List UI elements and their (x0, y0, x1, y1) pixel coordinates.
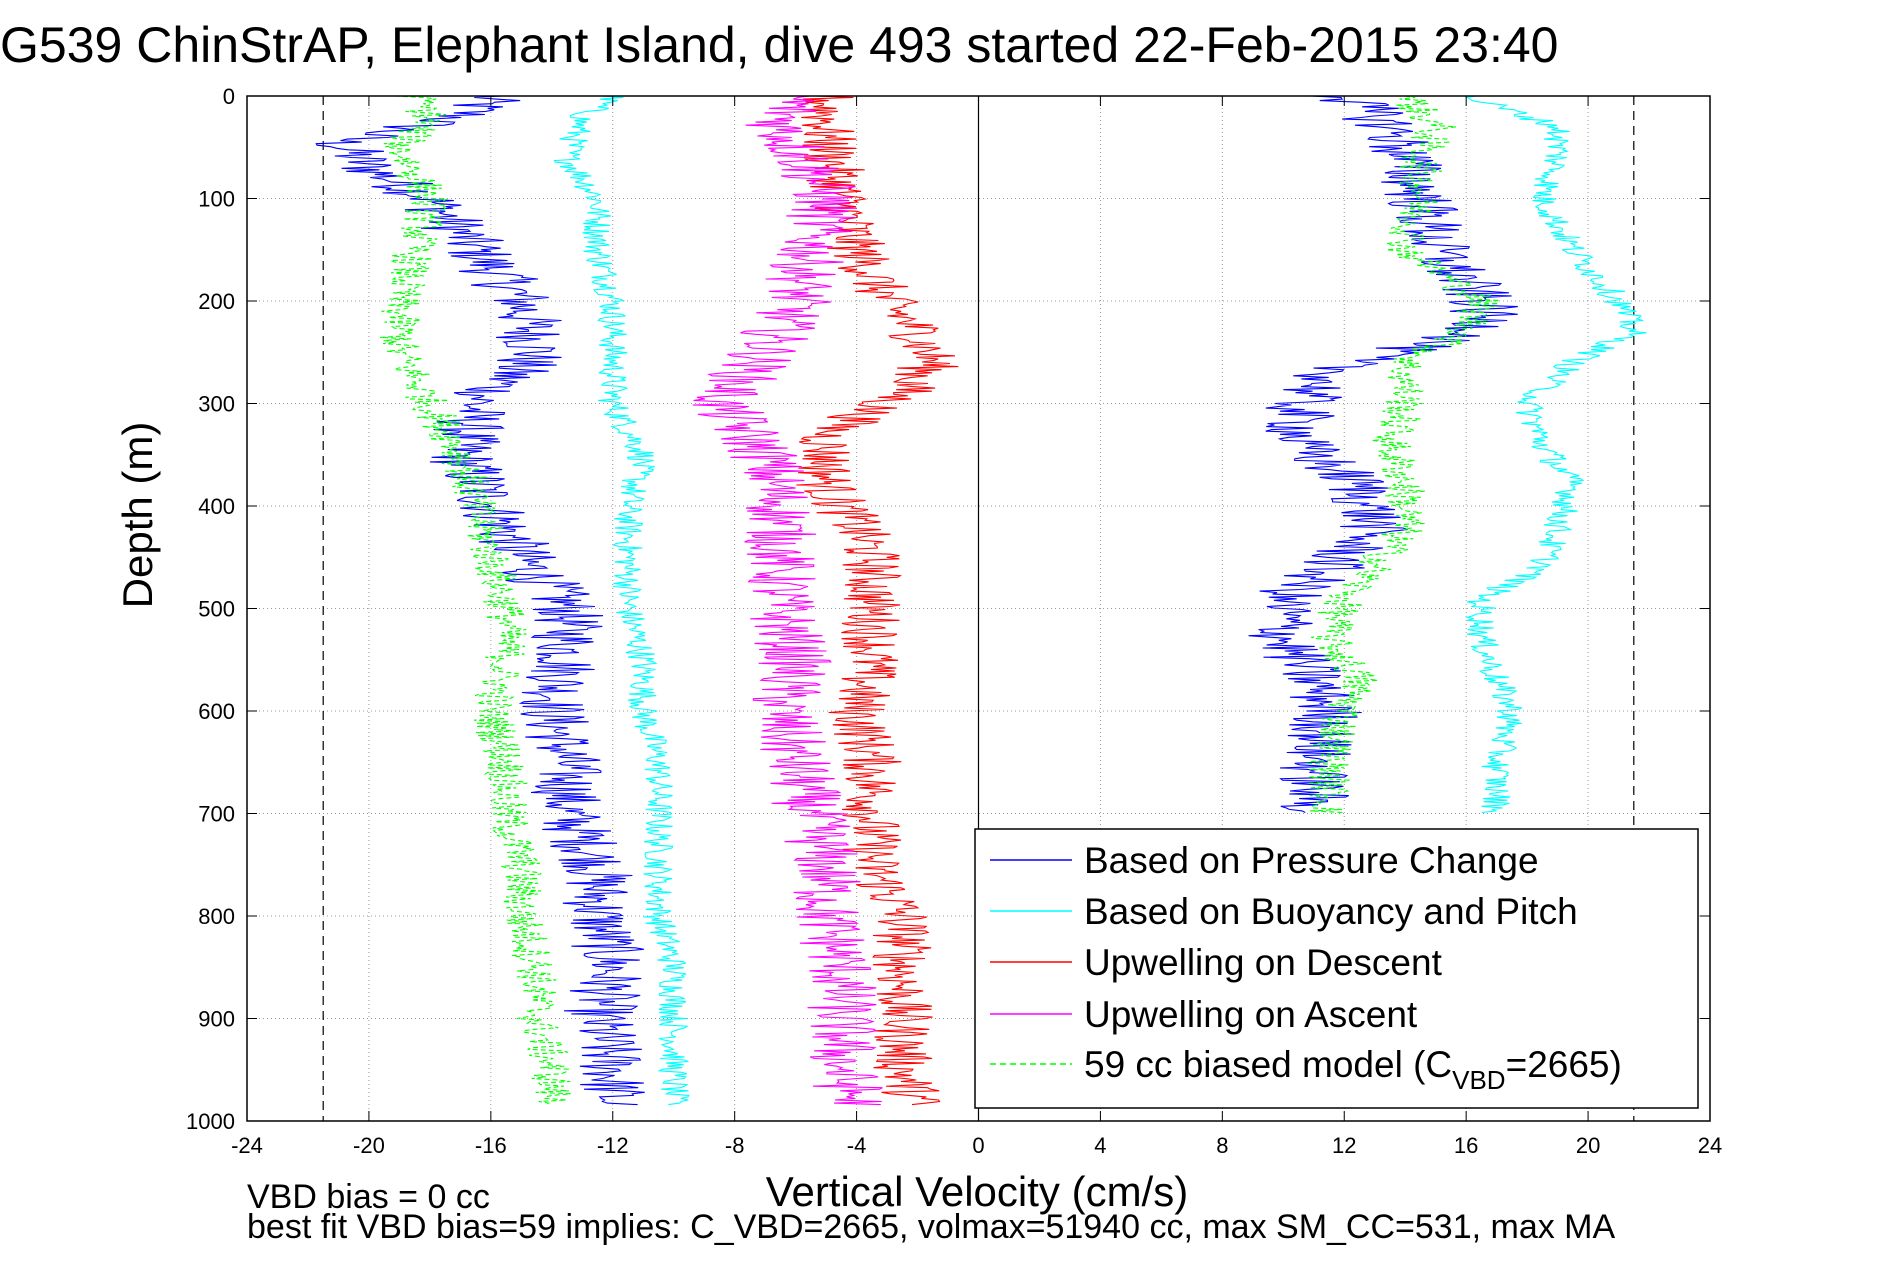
y-tick-label: 200 (198, 289, 235, 314)
y-tick-label: 700 (198, 802, 235, 827)
x-tick-label: 0 (972, 1133, 984, 1158)
y-tick-label: 400 (198, 494, 235, 519)
series-line (553, 95, 690, 1106)
series-line (1248, 95, 1518, 813)
y-tick-label: 1000 (186, 1109, 235, 1134)
x-tick-label: -20 (353, 1133, 385, 1158)
series-line (692, 95, 883, 1106)
x-axis-label: Vertical Velocity (cm/s) (766, 1168, 1188, 1215)
y-tick-label: 300 (198, 392, 235, 417)
best-fit-note: best fit VBD bias=59 implies: C_VBD=2665… (247, 1208, 1616, 1246)
y-tick-label: 800 (198, 904, 235, 929)
x-tick-label: 16 (1454, 1133, 1478, 1158)
y-axis-label: Depth (m) (114, 422, 161, 609)
y-tick-label: 0 (223, 84, 235, 109)
legend: Based on Pressure Change Based on Buoyanc… (974, 828, 1699, 1109)
legend-box (974, 828, 1699, 1109)
y-tick-label: 500 (198, 597, 235, 622)
legend-label: Upwelling on Descent (1084, 942, 1443, 983)
x-tick-label: -8 (725, 1133, 745, 1158)
vbd-bias-note: VBD bias = 0 cc (247, 1178, 490, 1216)
x-tick-label: 24 (1698, 1133, 1722, 1158)
y-tick-label: 600 (198, 699, 235, 724)
x-tick-label: 12 (1332, 1133, 1356, 1158)
series-line (379, 95, 571, 1106)
chart-title: G539 ChinStrAP, Elephant Island, dive 49… (0, 17, 1558, 73)
series-line (315, 95, 645, 1106)
ticks: -24 -20 -16 -12 -8 -4 0 4 8 12 16 20 24 0 100 200 300 400… (186, 84, 1722, 1158)
series-line (1464, 95, 1647, 814)
y-tick-label: 100 (198, 187, 235, 212)
x-tick-label: 20 (1576, 1133, 1600, 1158)
x-tick-label: -16 (475, 1133, 507, 1158)
series-line (796, 95, 959, 1106)
series-group (315, 95, 1647, 1106)
series-line (1306, 95, 1500, 814)
x-tick-label: -12 (597, 1133, 629, 1158)
x-tick-label: 4 (1094, 1133, 1106, 1158)
x-tick-label: 8 (1216, 1133, 1228, 1158)
legend-label: Based on Pressure Change (1084, 840, 1539, 881)
legend-label: Upwelling on Ascent (1084, 994, 1418, 1035)
legend-label: Based on Buoyancy and Pitch (1084, 891, 1578, 932)
y-tick-label: 900 (198, 1007, 235, 1032)
x-tick-label: -24 (231, 1133, 263, 1158)
x-tick-label: -4 (847, 1133, 867, 1158)
